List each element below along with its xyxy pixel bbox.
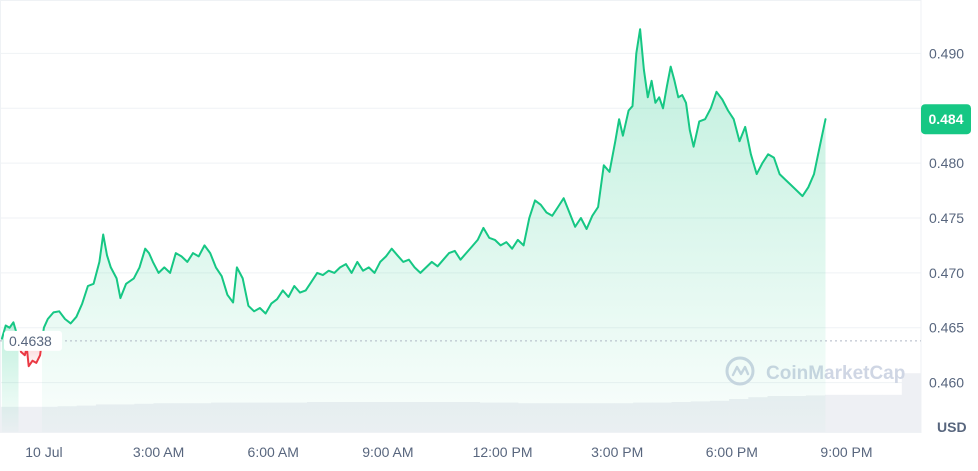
reference-price-label: 0.4638 bbox=[9, 333, 52, 349]
y-tick-label: 0.470 bbox=[929, 265, 964, 281]
x-axis: 10 Jul 3:00 AM 6:00 AM 9:00 AM 12:00 PM 3:00 … bbox=[25, 444, 872, 460]
current-price-label: 0.484 bbox=[928, 111, 963, 127]
volume-bar bbox=[19, 407, 38, 432]
x-tick-label: 9:00 PM bbox=[820, 444, 872, 460]
x-tick-label: 9:00 AM bbox=[362, 444, 413, 460]
y-tick-label: 0.480 bbox=[929, 155, 964, 171]
x-tick-label: 6:00 AM bbox=[248, 444, 299, 460]
price-area-up bbox=[42, 29, 826, 432]
y-tick-label: 0.490 bbox=[929, 45, 964, 61]
y-tick-label: 0.475 bbox=[929, 210, 964, 226]
y-axis: 0.490 0.480 0.475 0.470 0.465 0.460 bbox=[929, 45, 964, 390]
currency-label: USD bbox=[937, 419, 967, 435]
volume-bar bbox=[883, 395, 902, 432]
y-tick-label: 0.460 bbox=[929, 375, 964, 391]
x-tick-label: 12:00 PM bbox=[473, 444, 533, 460]
x-tick-label: 6:00 PM bbox=[706, 444, 758, 460]
volume-bar bbox=[844, 395, 863, 432]
current-price-tag: 0.484 bbox=[921, 104, 971, 134]
x-tick-label: 10 Jul bbox=[25, 444, 62, 460]
x-tick-label: 3:00 PM bbox=[591, 444, 643, 460]
y-tick-label: 0.465 bbox=[929, 320, 964, 336]
volume-bar bbox=[825, 395, 844, 432]
volume-bar bbox=[863, 395, 882, 432]
x-tick-label: 3:00 AM bbox=[133, 444, 184, 460]
price-area bbox=[2, 29, 826, 432]
